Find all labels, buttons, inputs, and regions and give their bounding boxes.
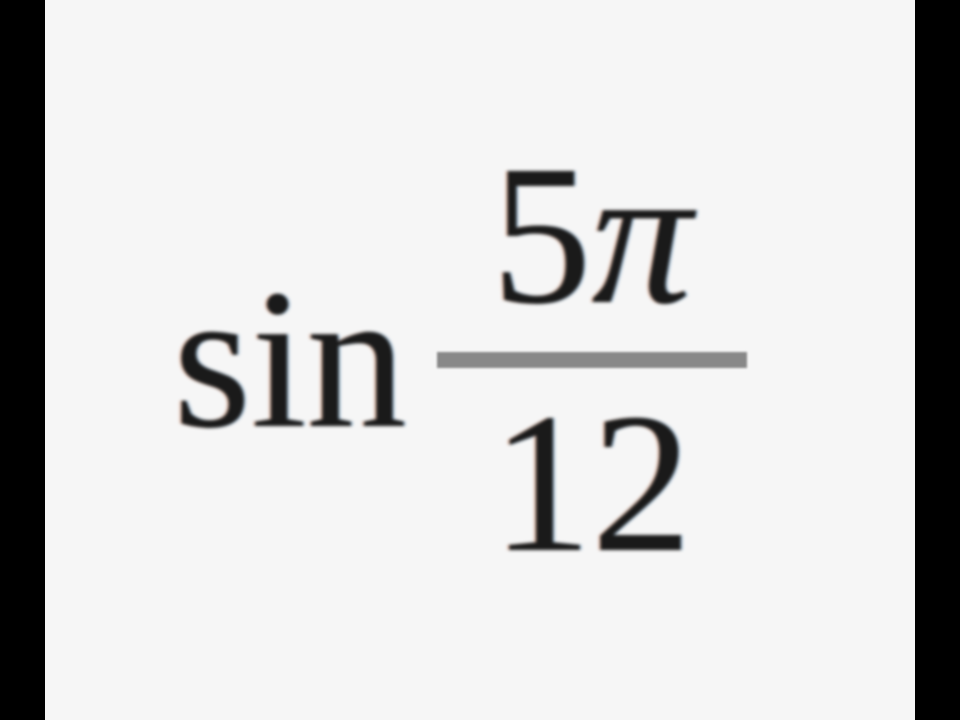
fraction-bar	[437, 352, 747, 368]
sine-expression: sin 5π 12	[173, 136, 746, 584]
numerator: 5π	[492, 136, 692, 336]
denominator: 12	[492, 384, 692, 584]
fraction: 5π 12	[437, 136, 747, 584]
function-name: sin	[173, 260, 406, 460]
math-content-area: sin 5π 12	[45, 0, 915, 720]
pi-symbol: π	[592, 136, 692, 336]
numerator-number: 5	[492, 136, 592, 336]
